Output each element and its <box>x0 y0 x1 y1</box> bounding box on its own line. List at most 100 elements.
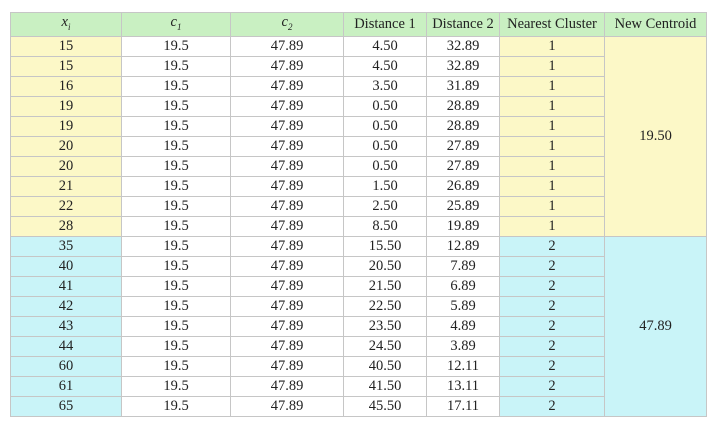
table-row: 20 19.5 47.89 0.50 27.89 1 <box>10 135 707 157</box>
cell-c1: 19.5 <box>121 115 231 137</box>
kmeans-iteration-table: xi c1 c2 Distance 1 Distance 2 Nearest C… <box>10 12 707 417</box>
cell-distance-1: 0.50 <box>343 115 427 137</box>
table-row: 41 19.5 47.89 21.50 6.89 2 <box>10 275 707 297</box>
cell-x: 19 <box>10 115 122 137</box>
table-row: 61 19.5 47.89 41.50 13.11 2 <box>10 375 707 397</box>
cell-distance-2: 25.89 <box>426 195 500 217</box>
cell-distance-1: 2.50 <box>343 195 427 217</box>
cell-c2: 47.89 <box>230 55 344 77</box>
cell-c1: 19.5 <box>121 355 231 377</box>
table-row: 15 19.5 47.89 4.50 32.89 1 19.50 <box>10 35 707 237</box>
cell-c1: 19.5 <box>121 135 231 157</box>
cell-x: 43 <box>10 315 122 337</box>
cell-c2: 47.89 <box>230 75 344 97</box>
cell-nearest-cluster: 2 <box>499 355 605 377</box>
table-row: 42 19.5 47.89 22.50 5.89 2 <box>10 295 707 317</box>
cell-x: 20 <box>10 155 122 177</box>
cell-distance-2: 5.89 <box>426 295 500 317</box>
cell-c1: 19.5 <box>121 295 231 317</box>
cell-nearest-cluster: 1 <box>499 175 605 197</box>
cell-c1: 19.5 <box>121 75 231 97</box>
cell-distance-1: 0.50 <box>343 155 427 177</box>
cell-nearest-cluster: 1 <box>499 155 605 177</box>
cell-nearest-cluster: 2 <box>499 275 605 297</box>
table-row: 15 19.5 47.89 4.50 32.89 1 <box>10 55 707 77</box>
table-row: 19 19.5 47.89 0.50 28.89 1 <box>10 115 707 137</box>
cell-nearest-cluster: 1 <box>499 195 605 217</box>
cell-nearest-cluster: 1 <box>499 55 605 77</box>
cell-distance-1: 0.50 <box>343 95 427 117</box>
cell-distance-1: 22.50 <box>343 295 427 317</box>
cell-c2: 47.89 <box>230 135 344 157</box>
cell-distance-2: 12.11 <box>426 355 500 377</box>
cell-c2: 47.89 <box>230 115 344 137</box>
cell-c1: 19.5 <box>121 215 231 237</box>
table-row: 43 19.5 47.89 23.50 4.89 2 <box>10 315 707 337</box>
table-row: 35 19.5 47.89 15.50 12.89 2 47.89 <box>10 235 707 417</box>
cell-x: 22 <box>10 195 122 217</box>
cell-x: 15 <box>10 55 122 77</box>
cell-distance-2: 12.89 <box>426 235 500 257</box>
header-c1-label: c <box>170 14 177 30</box>
cell-c2: 47.89 <box>230 175 344 197</box>
header-c2-subscript: 2 <box>287 21 293 32</box>
cell-c2: 47.89 <box>230 155 344 177</box>
cell-distance-2: 32.89 <box>426 35 500 57</box>
cell-x: 44 <box>10 335 122 357</box>
cell-distance-2: 19.89 <box>426 215 500 237</box>
cell-c2: 47.89 <box>230 375 344 397</box>
cell-c2: 47.89 <box>230 355 344 377</box>
cell-nearest-cluster: 1 <box>499 215 605 237</box>
cell-c1: 19.5 <box>121 155 231 177</box>
cell-distance-1: 15.50 <box>343 235 427 257</box>
cell-x: 16 <box>10 75 122 97</box>
cell-x: 60 <box>10 355 122 377</box>
cell-distance-2: 3.89 <box>426 335 500 357</box>
cell-distance-1: 4.50 <box>343 35 427 57</box>
cell-distance-1: 21.50 <box>343 275 427 297</box>
table-row: 65 19.5 47.89 45.50 17.11 2 <box>10 395 707 417</box>
cell-x: 28 <box>10 215 122 237</box>
header-xi: xi <box>10 12 122 37</box>
cell-c2: 47.89 <box>230 215 344 237</box>
cell-distance-2: 17.11 <box>426 395 500 417</box>
header-x-label: x <box>61 14 68 30</box>
cell-distance-2: 13.11 <box>426 375 500 397</box>
cell-nearest-cluster: 1 <box>499 115 605 137</box>
cell-distance-1: 0.50 <box>343 135 427 157</box>
cell-distance-2: 6.89 <box>426 275 500 297</box>
table-row: 20 19.5 47.89 0.50 27.89 1 <box>10 155 707 177</box>
table-row: 28 19.5 47.89 8.50 19.89 1 <box>10 215 707 237</box>
cell-c2: 47.89 <box>230 315 344 337</box>
header-distance-2: Distance 2 <box>426 12 500 37</box>
cell-c1: 19.5 <box>121 255 231 277</box>
cell-c1: 19.5 <box>121 175 231 197</box>
cell-distance-1: 40.50 <box>343 355 427 377</box>
cell-distance-2: 26.89 <box>426 175 500 197</box>
table-row: 16 19.5 47.89 3.50 31.89 1 <box>10 75 707 97</box>
new-centroid-cluster-2: 47.89 <box>604 235 707 417</box>
cell-distance-1: 4.50 <box>343 55 427 77</box>
cell-c1: 19.5 <box>121 395 231 417</box>
cell-x: 40 <box>10 255 122 277</box>
cell-nearest-cluster: 2 <box>499 335 605 357</box>
cell-c1: 19.5 <box>121 195 231 217</box>
cell-c2: 47.89 <box>230 295 344 317</box>
cell-nearest-cluster: 2 <box>499 375 605 397</box>
cell-x: 21 <box>10 175 122 197</box>
cell-distance-2: 32.89 <box>426 55 500 77</box>
header-c1: c1 <box>121 12 231 37</box>
cell-c2: 47.89 <box>230 235 344 257</box>
cell-nearest-cluster: 2 <box>499 235 605 257</box>
cell-x: 20 <box>10 135 122 157</box>
cell-nearest-cluster: 1 <box>499 35 605 57</box>
header-new-centroid: New Centroid <box>604 12 707 37</box>
table-row: 44 19.5 47.89 24.50 3.89 2 <box>10 335 707 357</box>
header-c2-label: c <box>281 14 288 30</box>
cell-c2: 47.89 <box>230 395 344 417</box>
cell-distance-1: 45.50 <box>343 395 427 417</box>
cell-c2: 47.89 <box>230 195 344 217</box>
cell-distance-2: 27.89 <box>426 155 500 177</box>
cell-c2: 47.89 <box>230 255 344 277</box>
header-c1-subscript: 1 <box>176 21 182 32</box>
